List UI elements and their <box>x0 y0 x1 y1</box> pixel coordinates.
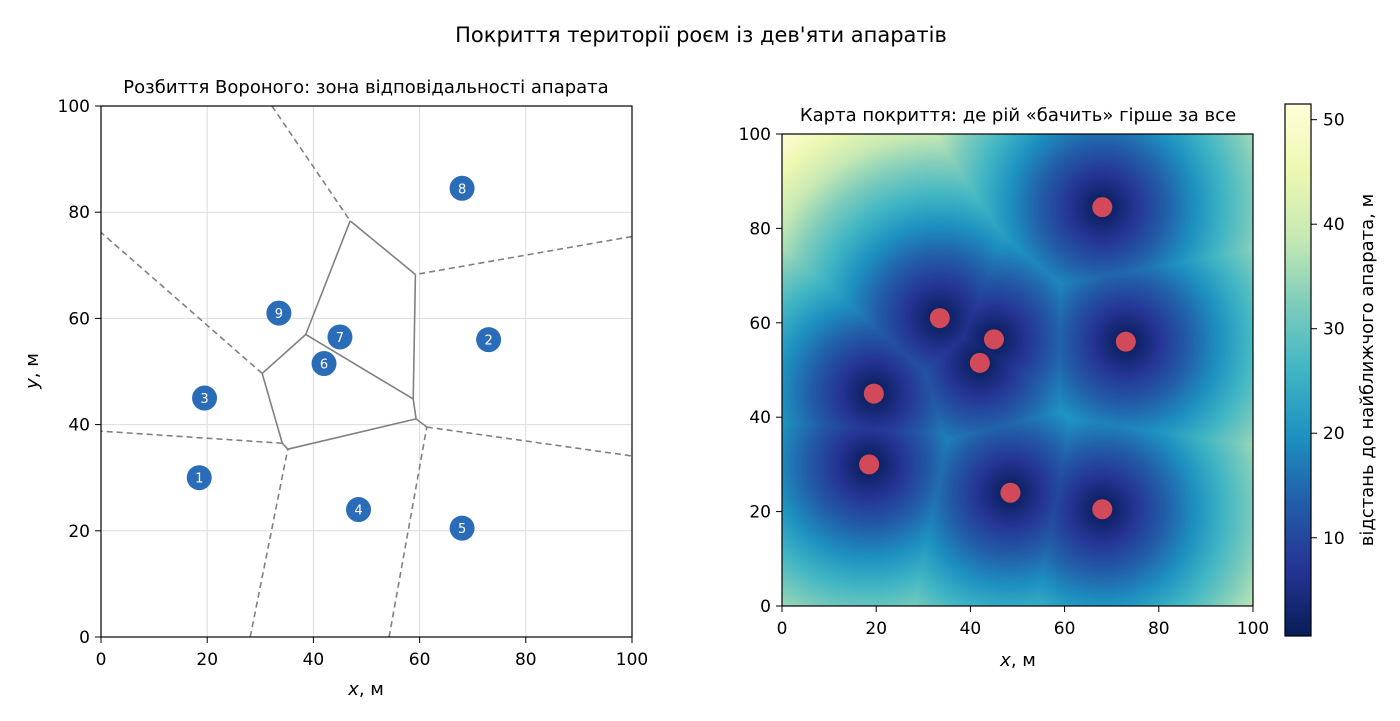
drone-label: 5 <box>458 522 466 537</box>
drone-label: 1 <box>195 472 203 487</box>
voronoi-edges <box>100 105 633 638</box>
colorbar-label: відстань до найближчого апарата, м <box>1357 194 1378 546</box>
colorbar-tick-label: 20 <box>1323 424 1345 444</box>
voronoi-ridge-infinite <box>100 430 283 445</box>
axis-unit: , м <box>359 679 384 700</box>
y-tick-label: 40 <box>749 408 771 428</box>
drone-label: 7 <box>336 331 344 346</box>
voronoi-ridge <box>412 398 417 419</box>
coverage-panel: Карта покриття: де рій «бачить» гірше за… <box>739 105 1378 671</box>
voronoi-ridge-infinite <box>388 426 428 638</box>
drone-label: 6 <box>320 358 328 373</box>
voronoi-ridge <box>412 274 417 400</box>
coverage-x-ticks: 0 20 40 60 80 100 <box>777 606 1269 639</box>
x-tick-label: 80 <box>515 650 537 670</box>
y-tick-label: 20 <box>68 522 90 542</box>
colorbar-tick-label: 40 <box>1323 215 1345 235</box>
voronoi-ridge <box>349 220 416 276</box>
axis-variable: y <box>22 378 43 390</box>
drone-marker <box>266 300 292 326</box>
axis-variable: x <box>999 650 1011 671</box>
y-tick-label: 100 <box>58 97 90 117</box>
y-tick-label: 20 <box>749 503 771 523</box>
voronoi-ridge <box>261 333 307 375</box>
colorbar-tick-label: 30 <box>1323 320 1345 340</box>
y-tick-label: 60 <box>749 314 771 334</box>
voronoi-axes-frame <box>100 105 633 638</box>
voronoi-y-axis-label: y, м <box>22 353 43 390</box>
drone-label: 3 <box>200 392 208 407</box>
voronoi-ridge-infinite <box>271 105 351 222</box>
drone-marker <box>346 497 372 523</box>
voronoi-ridge <box>305 333 414 400</box>
x-tick-label: 60 <box>1054 619 1076 639</box>
y-tick-label: 60 <box>68 309 90 329</box>
axis-variable: x <box>347 679 359 700</box>
coverage-x-axis-label: x, м <box>999 650 1036 671</box>
voronoi-ridge <box>304 220 351 335</box>
voronoi-y-ticks: 0 20 40 60 80 100 <box>58 97 101 648</box>
voronoi-ridge-infinite <box>249 449 289 638</box>
voronoi-title: Розбиття Вороного: зона відповідальності… <box>123 77 608 98</box>
drone-marker <box>327 324 353 350</box>
colorbar-tick-label: 50 <box>1323 111 1345 131</box>
voronoi-x-axis-label: x, м <box>347 679 384 700</box>
figure-title: Покриття території роєм із дев'яти апара… <box>455 23 947 47</box>
drone-marker <box>186 465 212 491</box>
drone-marker <box>476 327 502 353</box>
x-tick-label: 40 <box>303 650 325 670</box>
voronoi-ridge <box>415 418 428 428</box>
voronoi-x-ticks: 0 20 40 60 80 100 <box>96 637 648 670</box>
x-tick-label: 20 <box>865 619 887 639</box>
voronoi-ridge-infinite <box>426 426 633 457</box>
drone-label: 2 <box>484 334 492 349</box>
x-tick-label: 80 <box>1148 619 1170 639</box>
colorbar-tick-label: 10 <box>1323 529 1345 549</box>
coverage-title: Карта покриття: де рій «бачить» гірше за… <box>800 105 1236 126</box>
voronoi-ridge-infinite <box>100 231 263 375</box>
voronoi-ridge <box>261 373 284 444</box>
y-tick-label: 40 <box>68 416 90 436</box>
y-tick-label: 80 <box>749 219 771 239</box>
drone-marker <box>311 351 337 377</box>
x-tick-label: 100 <box>1237 619 1269 639</box>
drone-marker <box>192 385 218 411</box>
voronoi-ridge <box>281 442 289 450</box>
voronoi-panel: Розбиття Вороного: зона відповідальності… <box>22 77 648 700</box>
x-tick-label: 0 <box>777 619 788 639</box>
coverage-heatmap <box>782 134 1253 606</box>
y-tick-label: 100 <box>739 125 771 145</box>
x-tick-label: 100 <box>616 650 648 670</box>
coverage-y-ticks: 0 20 40 60 80 100 <box>739 125 782 617</box>
drone-marker <box>449 515 475 541</box>
colorbar <box>1285 104 1311 636</box>
axis-unit: , м <box>22 353 43 378</box>
y-tick-label: 0 <box>760 597 771 617</box>
x-tick-label: 20 <box>196 650 218 670</box>
x-tick-label: 40 <box>960 619 982 639</box>
drone-label: 9 <box>275 307 283 322</box>
axis-unit: , м <box>1011 650 1036 671</box>
drone-marker <box>449 175 475 201</box>
voronoi-drones: 1 2 3 4 5 67 8 9 <box>186 175 502 541</box>
voronoi-ridge <box>287 418 417 450</box>
y-tick-label: 0 <box>79 628 90 648</box>
x-tick-label: 0 <box>96 650 107 670</box>
drone-label: 8 <box>458 182 466 197</box>
drone-label: 4 <box>354 504 362 519</box>
colorbar-ticks: 10 20 30 40 50 <box>1311 111 1345 549</box>
x-tick-label: 60 <box>409 650 431 670</box>
voronoi-ridge-infinite <box>415 235 633 276</box>
y-tick-label: 80 <box>68 203 90 223</box>
